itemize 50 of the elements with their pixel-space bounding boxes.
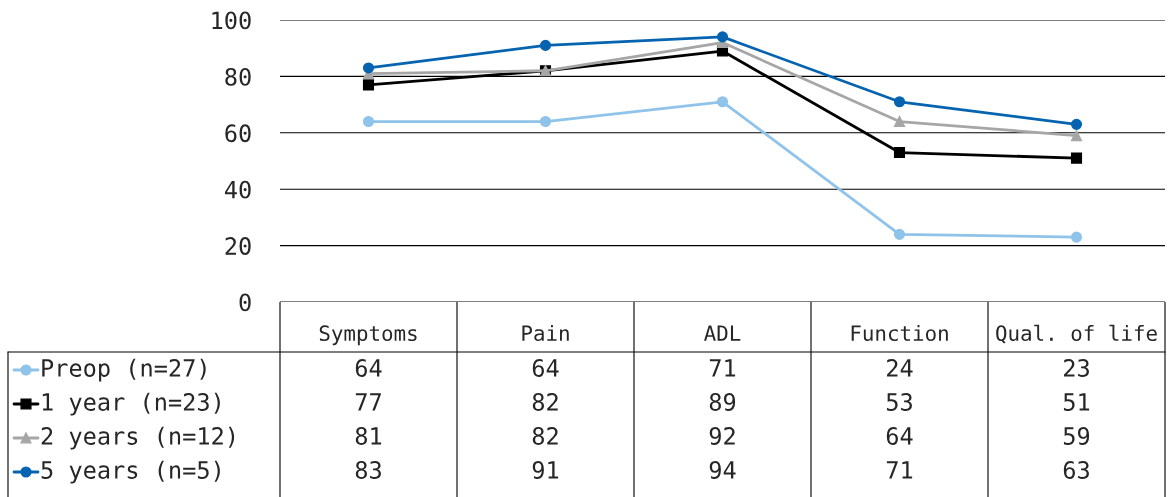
legend-label: 1 year (n=23)	[42, 392, 220, 416]
point	[362, 62, 375, 74]
point	[893, 96, 906, 108]
data-label: 82	[532, 427, 558, 445]
data-label: 23	[1064, 359, 1089, 377]
data-label: 77	[355, 393, 381, 411]
data-label: 64	[532, 359, 559, 377]
point	[1070, 231, 1083, 243]
data-label: 64	[355, 359, 382, 377]
data-label: 81	[355, 427, 382, 445]
point	[893, 146, 906, 159]
data-label: 59	[1063, 427, 1090, 445]
legend-label: Preop (n=27)	[42, 358, 206, 382]
data-label: 53	[886, 393, 912, 411]
point	[362, 79, 375, 91]
point	[893, 228, 906, 240]
data-label: 89	[709, 393, 736, 411]
data-label: 91	[532, 461, 559, 479]
x-tick-label: Qual. of life	[996, 324, 1157, 344]
point	[1070, 118, 1083, 130]
y-tick-label: 60	[225, 124, 251, 143]
y-tick-label: 80	[225, 67, 251, 86]
y-tick-label: 0	[239, 293, 251, 312]
legend-label: 5 years (n=5)	[41, 460, 220, 484]
data-label: 64	[886, 427, 913, 445]
data-label: 92	[709, 427, 735, 445]
point	[1070, 152, 1083, 164]
y-tick-label: 100	[212, 11, 251, 30]
x-tick-label: ADL	[704, 325, 741, 341]
point	[716, 31, 729, 43]
x-tick-label: Function	[851, 324, 948, 342]
data-label: 83	[355, 461, 381, 479]
data-label: 24	[887, 359, 913, 377]
point	[539, 115, 552, 128]
data-label: 94	[709, 461, 736, 479]
data-label: 51	[1063, 393, 1090, 411]
data-label: 63	[1063, 461, 1089, 479]
data-label: 82	[532, 393, 558, 411]
point	[716, 96, 729, 108]
y-tick-label: 20	[225, 237, 251, 255]
data-label: 71	[709, 359, 736, 377]
point	[893, 115, 906, 128]
legend-label: 2 years (n=12)	[41, 426, 235, 450]
y-tick-label: 40	[224, 180, 251, 199]
x-tick-label: Symptoms	[319, 325, 417, 346]
x-tick-label: Pain	[522, 324, 569, 342]
point	[539, 39, 552, 51]
point	[1070, 130, 1083, 142]
point	[362, 115, 375, 128]
data-label: 71	[886, 461, 913, 479]
